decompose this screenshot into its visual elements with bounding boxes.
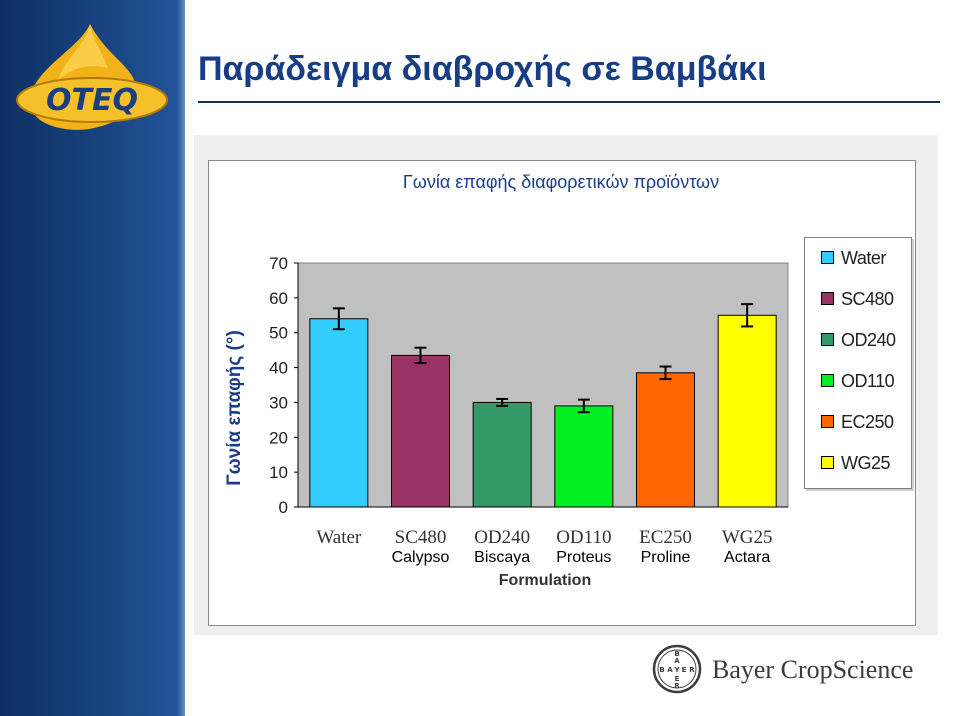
bar-od110 [554, 405, 614, 508]
bar-water [309, 318, 369, 508]
legend-swatch [821, 333, 834, 346]
svg-text:Y: Y [673, 666, 680, 674]
legend-label: OD240 [841, 330, 896, 350]
slide-title: Παράδειγμα διαβροχής σε Βαμβάκι [198, 50, 767, 88]
x-tick-label: SC480 [395, 527, 447, 548]
legend-swatch [821, 456, 834, 469]
y-tick-label: 0 [279, 498, 288, 517]
x-tick-label: OD110 [556, 527, 611, 548]
legend-label: WG25 [841, 453, 891, 473]
y-tick-label: 60 [269, 289, 288, 308]
y-tick-label: 20 [269, 428, 288, 447]
legend-label: OD110 [841, 371, 895, 391]
plot-area [297, 262, 789, 508]
svg-text:A: A [667, 666, 673, 674]
svg-text:R: R [689, 666, 695, 674]
y-tick-label: 10 [269, 463, 288, 482]
chart-legend: Water SC480 OD240 OD110 EC250 WG25 [804, 237, 912, 489]
x-tick-label: EC250 [639, 527, 692, 548]
svg-text:R: R [674, 682, 680, 690]
y-tick-label: 40 [269, 359, 288, 378]
legend-swatch [821, 292, 834, 305]
product-label: Proline [641, 549, 691, 566]
chart-title: Γωνία επαφής διαφορετικών προϊόντων [402, 172, 720, 192]
x-tick-label: Water [316, 527, 362, 548]
y-axis-label: Γωνία επαφής (°) [224, 330, 245, 486]
svg-text:B: B [674, 650, 679, 658]
product-label: Actara [724, 549, 770, 566]
bar-od240 [472, 401, 532, 508]
svg-text:E: E [675, 675, 680, 683]
svg-text:E: E [682, 666, 687, 674]
svg-text:B: B [659, 666, 664, 674]
bayer-cropscience-brand: Bayer CropScience [712, 655, 914, 684]
x-axis-label: Formulation [498, 572, 592, 589]
y-tick-label: 70 [269, 254, 288, 273]
sidebar-panel: OTEQ [0, 0, 185, 716]
product-label: Proteus [556, 549, 611, 566]
legend-label: SC480 [841, 289, 894, 309]
legend-swatch [821, 374, 834, 387]
x-tick-label: WG25 [722, 527, 773, 548]
y-tick-label: 50 [269, 324, 288, 343]
legend-swatch [821, 415, 834, 428]
product-label: Biscaya [474, 549, 530, 566]
title-divider [198, 101, 940, 103]
svg-text:OTEQ: OTEQ [46, 83, 138, 118]
legend-swatch [821, 251, 834, 264]
bar-wg25 [717, 314, 777, 508]
legend-label: EC250 [841, 412, 894, 432]
product-label: Calypso [392, 549, 450, 566]
y-tick-label: 30 [269, 393, 288, 412]
x-tick-label: OD240 [474, 527, 530, 548]
bar-ec250 [636, 372, 695, 508]
legend-label: Water [841, 248, 886, 268]
oteq-logo: OTEQ [16, 24, 168, 130]
bayer-cross-logo: B A B A Y E R E R [652, 644, 702, 694]
svg-text:A: A [674, 657, 680, 665]
bar-sc480 [391, 354, 450, 508]
